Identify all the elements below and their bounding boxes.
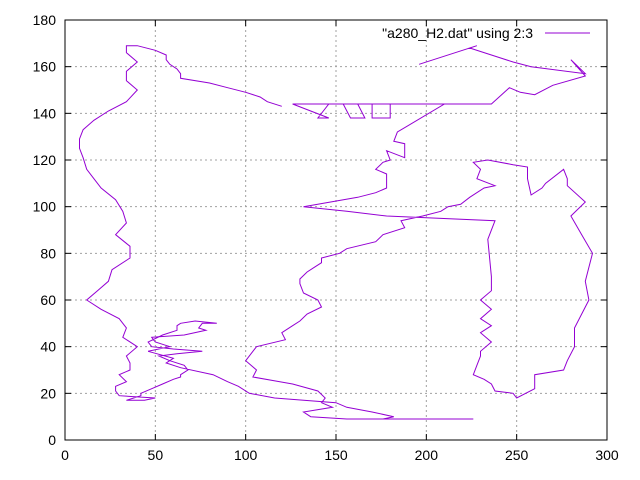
y-tick-label: 80 [40,245,56,261]
plot-border [64,19,608,441]
y-tick-label: 60 [40,292,56,308]
x-tick-label: 100 [234,447,258,463]
series-layer [79,45,594,420]
y-tick-label: 120 [33,152,57,168]
axes: 0 50 100 150 200 250 300 0 20 40 60 80 100 120 140 160 1… [33,12,619,463]
y-tick-label: 140 [33,105,57,121]
y-tick-label: 100 [33,199,57,215]
grid [65,20,607,440]
x-tick-label: 0 [61,447,69,463]
series-line [79,45,594,420]
y-tick-label: 180 [33,12,57,28]
y-tick-label: 20 [40,385,56,401]
y-tick-label: 160 [33,59,57,75]
x-tick-label: 300 [595,447,619,463]
x-tick-label: 50 [148,447,164,463]
y-tick-label: 0 [48,432,56,448]
x-tick-label: 150 [324,447,348,463]
legend-label: "a280_H2.dat" using 2:3 [382,25,533,41]
x-tick-label: 200 [415,447,439,463]
legend: "a280_H2.dat" using 2:3 [382,25,590,41]
x-tick-label: 250 [505,447,529,463]
y-tick-label: 40 [40,339,56,355]
